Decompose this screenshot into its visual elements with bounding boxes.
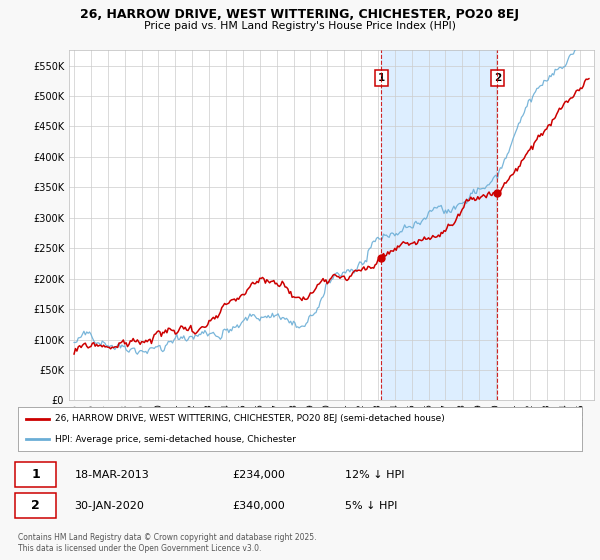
Text: 2: 2 bbox=[31, 499, 40, 512]
Text: 1: 1 bbox=[377, 73, 385, 83]
Text: HPI: Average price, semi-detached house, Chichester: HPI: Average price, semi-detached house,… bbox=[55, 435, 296, 444]
Text: Contains HM Land Registry data © Crown copyright and database right 2025.
This d: Contains HM Land Registry data © Crown c… bbox=[18, 533, 317, 553]
FancyBboxPatch shape bbox=[15, 493, 56, 518]
Text: £340,000: £340,000 bbox=[232, 501, 285, 511]
Text: 12% ↓ HPI: 12% ↓ HPI bbox=[345, 470, 404, 479]
Text: 26, HARROW DRIVE, WEST WITTERING, CHICHESTER, PO20 8EJ: 26, HARROW DRIVE, WEST WITTERING, CHICHE… bbox=[80, 8, 520, 21]
Text: 26, HARROW DRIVE, WEST WITTERING, CHICHESTER, PO20 8EJ (semi-detached house): 26, HARROW DRIVE, WEST WITTERING, CHICHE… bbox=[55, 414, 445, 423]
Text: 18-MAR-2013: 18-MAR-2013 bbox=[74, 470, 149, 479]
Text: 5% ↓ HPI: 5% ↓ HPI bbox=[345, 501, 397, 511]
Text: 1: 1 bbox=[31, 468, 40, 481]
Text: Price paid vs. HM Land Registry's House Price Index (HPI): Price paid vs. HM Land Registry's House … bbox=[144, 21, 456, 31]
Text: 2: 2 bbox=[494, 73, 501, 83]
Text: £234,000: £234,000 bbox=[232, 470, 285, 479]
Bar bbox=[381, 50, 497, 400]
Text: 30-JAN-2020: 30-JAN-2020 bbox=[74, 501, 144, 511]
FancyBboxPatch shape bbox=[15, 463, 56, 487]
